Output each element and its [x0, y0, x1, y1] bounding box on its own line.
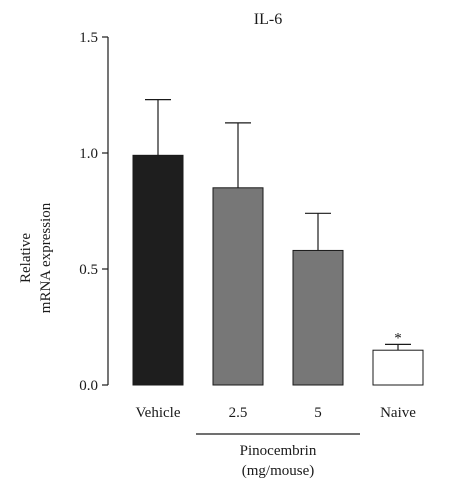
category-label: Vehicle	[136, 405, 181, 421]
bar	[212, 187, 264, 386]
chart-title: IL-6	[254, 11, 282, 28]
category-label: Naive	[380, 405, 416, 421]
annotations: *	[394, 330, 402, 346]
y-axis-label-line-1: Relative	[18, 233, 34, 283]
y-axis-ticks: 0.0 0.5 1.0 1.5	[79, 30, 108, 394]
y-tick-label: 1.0	[79, 146, 98, 162]
category-label: 5	[314, 405, 322, 421]
bars	[132, 154, 424, 386]
bar	[132, 154, 184, 386]
y-tick-label: 0.5	[79, 262, 98, 278]
group-label-line-1: Pinocembrin	[240, 443, 317, 459]
bar	[292, 249, 344, 386]
y-tick-label: 0.0	[79, 378, 98, 394]
error-bars	[145, 99, 411, 351]
y-axis-label-line-2: mRNA expression	[38, 202, 54, 313]
significance-marker: *	[394, 330, 402, 346]
y-tick-label: 1.5	[79, 30, 98, 46]
group-label-line-2: (mg/mouse)	[242, 463, 315, 479]
category-label: 2.5	[229, 405, 248, 421]
category-labels: Vehicle 2.5 5 Naive	[136, 405, 417, 421]
y-axis-label: Relative mRNA expression	[18, 202, 54, 313]
bar	[372, 349, 424, 386]
group-label: Pinocembrin (mg/mouse)	[196, 433, 360, 479]
